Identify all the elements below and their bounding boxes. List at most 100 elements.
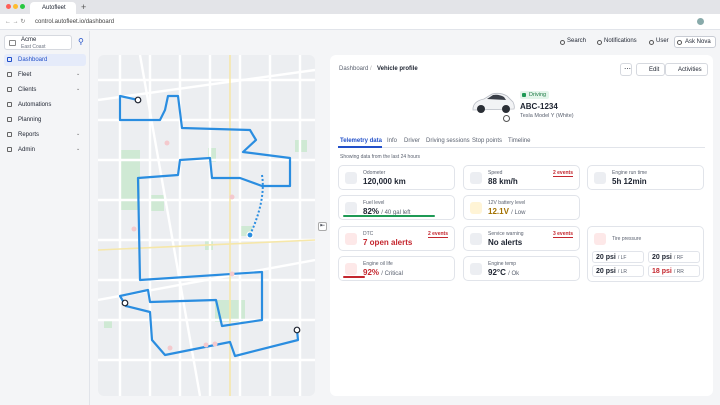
address-bar: ← → ↻ control.autofleet.io/dashboard — [0, 14, 720, 30]
value-sub: / Ok — [508, 271, 520, 277]
tire-value: 20 psi — [652, 254, 672, 261]
card-icon — [345, 233, 357, 245]
nav-item[interactable]: Automations — [18, 102, 52, 108]
card-icon — [345, 202, 357, 214]
tire-value: 20 psi — [596, 268, 616, 275]
metric-card: Engine oil life 92% / Critical — [338, 256, 455, 281]
tire-reading: 20 psi / LF — [592, 251, 644, 263]
nav-icon — [7, 117, 12, 122]
card-value: 7 open alerts — [363, 238, 412, 247]
tire-reading: 18 psi / RR — [648, 265, 700, 277]
edit-button[interactable]: Edit — [636, 63, 666, 76]
tire-value: 18 psi — [652, 268, 672, 275]
events-badge[interactable]: 3 events — [552, 231, 573, 238]
tab[interactable]: Driver — [404, 138, 420, 144]
button-label: Edit — [649, 67, 660, 73]
map[interactable] — [98, 55, 315, 396]
chevron: ⌄ — [76, 86, 81, 92]
card-label: 12V battery level — [488, 200, 526, 206]
value: No alerts — [488, 238, 523, 247]
breadcrumb-current: Vehicle profile — [377, 66, 418, 72]
value: 82% — [363, 207, 380, 216]
nav-item[interactable]: Planning — [18, 117, 42, 123]
progress-bar — [343, 215, 435, 217]
metric-card: Speed 88 km/h 2 events — [463, 165, 580, 190]
nav-icon — [7, 102, 12, 107]
nav-item[interactable]: Dashboard — [4, 54, 86, 66]
card-label: Engine temp — [488, 261, 517, 267]
chevron: ⌄ — [76, 146, 81, 152]
tab[interactable]: Timeline — [508, 138, 531, 144]
metric-card: 12V battery level 12.1V / Low — [463, 195, 580, 220]
data-note: Showing data from the last 24 hours — [340, 154, 421, 160]
value: 92% — [363, 268, 380, 277]
tab[interactable]: Stop points — [472, 138, 503, 144]
collapse-toggle[interactable]: ⇤ — [318, 222, 327, 231]
model: Tesla Model Y (White) — [520, 113, 574, 119]
metric-card: Engine run time 5h 12min — [587, 165, 704, 190]
card-label: Engine oil life — [363, 261, 393, 267]
tire-reading: 20 psi / RF — [648, 251, 700, 263]
topbar-icon — [649, 40, 654, 45]
nav-item[interactable]: Admin — [18, 147, 36, 153]
value: 12.1V — [488, 207, 509, 216]
tire-card: Tire pressure 20 psi / LF 20 psi / RF 20 p… — [587, 226, 704, 282]
org-region: East Coast — [21, 44, 46, 50]
card-label: Service warning — [488, 231, 524, 237]
tire-value: 20 psi — [596, 254, 616, 261]
card-icon — [345, 263, 357, 275]
value: 120,000 km — [363, 177, 406, 186]
vehicle-panel — [330, 55, 713, 396]
org-name: Acme — [21, 37, 37, 43]
org-switcher[interactable]: Acme East Coast — [4, 35, 72, 50]
value-sub: / Low — [511, 210, 526, 216]
card-icon — [470, 263, 482, 275]
value: 88 km/h — [488, 177, 518, 186]
nav-icon — [7, 147, 12, 152]
nav-icon — [7, 132, 12, 137]
status-badge: Driving — [520, 91, 550, 99]
nav-item[interactable]: Fleet — [18, 72, 32, 78]
events-badge[interactable]: 2 events — [427, 231, 448, 238]
topbar-action[interactable]: Search — [567, 38, 587, 44]
events-badge[interactable]: 2 events — [552, 170, 573, 177]
metric-card: Service warning No alerts 3 events — [463, 226, 580, 251]
nav-icon — [7, 72, 12, 77]
card-value: No alerts — [488, 238, 522, 247]
breadcrumb-link[interactable]: Dashboard — [339, 66, 369, 72]
top-bar: Search Notifications User Ask Nova — [91, 31, 720, 51]
card-label: Speed — [488, 170, 503, 176]
card-icon — [470, 172, 482, 184]
tab[interactable]: Driving sessions — [426, 138, 470, 144]
browser-tab[interactable]: Autofleet — [30, 2, 76, 14]
topbar-icon — [560, 40, 565, 45]
card-label: Fuel level — [363, 200, 385, 206]
url[interactable]: control.autofleet.io/dashboard — [35, 19, 115, 25]
topbar-action[interactable]: User — [656, 38, 669, 44]
tire-position: / RF — [673, 255, 684, 261]
metric-card: DTC 7 open alerts 2 events — [338, 226, 455, 251]
card-value: 120,000 km — [363, 177, 406, 186]
nav-item[interactable]: Reports — [18, 132, 40, 138]
activities-button[interactable]: Activities — [665, 63, 708, 76]
tire-position: / RR — [673, 269, 684, 275]
tab[interactable]: Telemetry data — [340, 138, 382, 144]
value: 5h 12min — [612, 177, 647, 186]
card-value: 88 km/h — [488, 177, 518, 186]
card-value: 5h 12min — [612, 177, 647, 186]
topbar-action[interactable]: Ask Nova — [674, 36, 716, 48]
card-value: 92% / Critical — [363, 268, 403, 277]
value: 92°C — [488, 268, 506, 277]
plate: ABC-1234 — [520, 102, 558, 111]
value-sub: / Critical — [381, 271, 403, 277]
card-value: 92°C / Ok — [488, 268, 519, 277]
topbar-action[interactable]: Notifications — [604, 38, 637, 44]
tire-reading: 20 psi / LR — [592, 265, 644, 277]
nav-item[interactable]: Clients — [18, 87, 37, 93]
car-image — [472, 92, 515, 113]
value: 7 open alerts — [363, 238, 413, 247]
tab-title: Autofleet — [42, 5, 66, 11]
more-button[interactable]: ⋯ — [620, 63, 632, 76]
tab[interactable]: Info — [387, 138, 398, 144]
